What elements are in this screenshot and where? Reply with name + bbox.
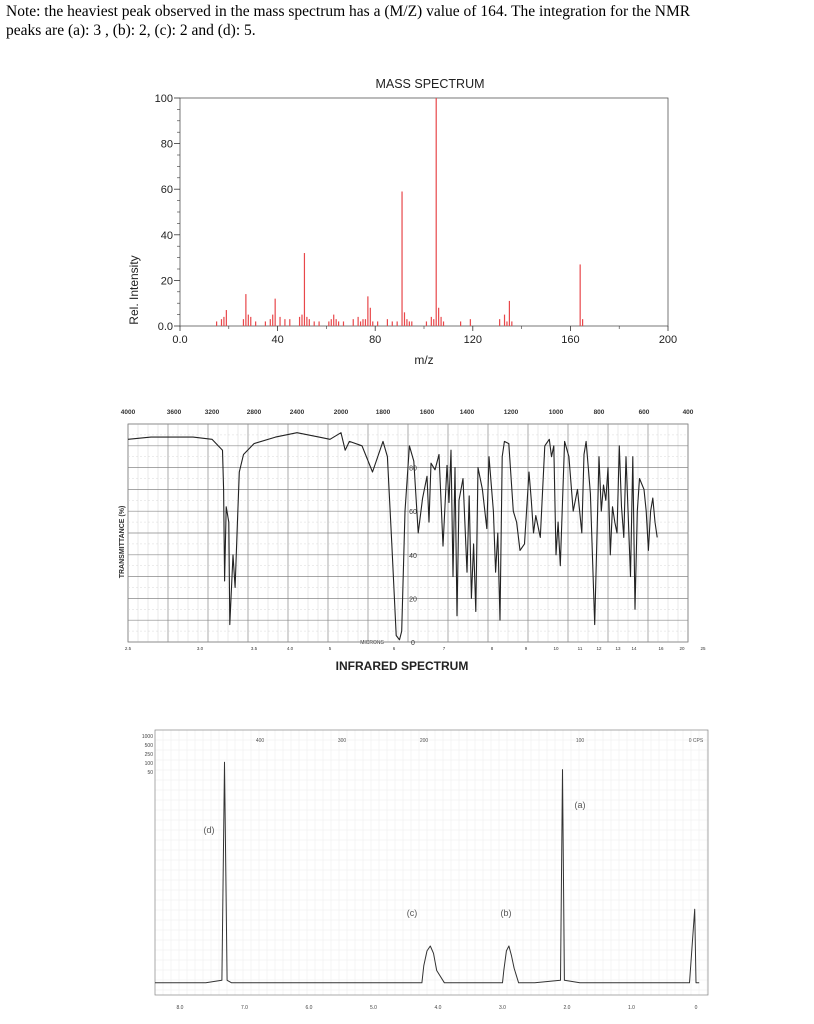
ir-top-tick-label: 800 — [594, 409, 605, 416]
nmr-bottom-tick-label: 0 — [695, 1005, 698, 1011]
nmr-ytick-label: 50 — [147, 770, 153, 776]
ir-top-tick-label: 1800 — [376, 409, 391, 416]
ir-top-tick-label: 3200 — [205, 409, 220, 416]
nmr-bottom-tick-label: 3.0 — [499, 1005, 506, 1011]
ms-xlabel: m/z — [414, 353, 433, 367]
nmr-top-tick-label: 200 — [420, 738, 429, 744]
ir-xlabel: MICRONS — [360, 640, 384, 646]
ir-scale-label: 0 — [411, 640, 415, 647]
ir-bottom-tick-label: 9 — [525, 646, 528, 651]
ir-top-tick-label: 1600 — [420, 409, 435, 416]
ir-top-tick-label: 1400 — [460, 409, 475, 416]
ir-scale-label: 60 — [409, 509, 417, 516]
ir-top-tick-label: 3600 — [167, 409, 182, 416]
ir-bottom-tick-label: 3.0 — [197, 646, 204, 651]
ms-xtick-label: 200 — [659, 334, 677, 346]
nmr-bottom-tick-label: 7.0 — [241, 1005, 248, 1011]
nmr-top-tick-label: 100 — [576, 738, 585, 744]
ir-top-tick-label: 4000 — [121, 409, 136, 416]
mass-spectrum-chart: MASS SPECTRUM Rel. Intensity m/z 0.0 20 40… — [127, 77, 677, 367]
nmr-bottom-tick-label: 4.0 — [435, 1005, 442, 1011]
ir-bottom-tick-label: 16 — [658, 646, 664, 651]
nmr-top-tick-label: 0 CPS — [689, 738, 704, 744]
ir-top-tick-label: 2000 — [334, 409, 349, 416]
ir-bottom-tick-label: 20 — [679, 646, 685, 651]
nmr-ytick-label: 1000 — [142, 734, 153, 740]
ir-top-tick-label: 2800 — [247, 409, 262, 416]
ir-top-tick-label: 2400 — [290, 409, 305, 416]
nmr-trace — [155, 761, 700, 984]
ir-trace — [127, 432, 658, 641]
ms-ytick-label: 80 — [161, 139, 173, 151]
infrared-spectrum-chart: TRANSMITTANCE (%) MICRONS INFRARED SPECT… — [119, 409, 706, 673]
nmr-ytick-label: 100 — [145, 761, 154, 767]
note-text: Note: the heaviest peak observed in the … — [6, 2, 806, 40]
nmr-peak-label: (b) — [501, 908, 512, 918]
ir-bottom-tick-label: 14 — [631, 646, 637, 651]
ms-xtick-label: 0.0 — [172, 334, 187, 346]
nmr-bottom-tick-label: 6.0 — [306, 1005, 313, 1011]
ir-top-tick-label: 400 — [683, 409, 694, 416]
ir-top-tick-label: 600 — [639, 409, 650, 416]
ir-bottom-tick-label: 6 — [393, 646, 396, 651]
ir-bottom-tick-label: 4.0 — [287, 646, 294, 651]
ir-scale-label: 40 — [409, 553, 417, 560]
ir-bottom-tick-label: 2.5 — [125, 646, 132, 651]
ir-bottom-tick-label: 8 — [491, 646, 494, 651]
ir-top-tick-label: 1000 — [549, 409, 564, 416]
ms-plot-frame — [179, 97, 669, 327]
ms-xtick-label: 80 — [369, 334, 381, 346]
ms-ytick-label: 100 — [155, 93, 173, 105]
ms-xtick-label: 40 — [271, 334, 283, 346]
ir-bottom-tick-label: 12 — [596, 646, 602, 651]
ir-bottom-tick-label: 11 — [578, 646, 583, 651]
ir-bottom-tick-label: 10 — [553, 646, 559, 651]
nmr-ytick-label: 250 — [145, 752, 154, 758]
nmr-bottom-tick-label: 8.0 — [177, 1005, 184, 1011]
nmr-spectrum-chart: 1000 500 250 100 50 400 300 200 100 0 CPS 8.0 7.0 6.… — [142, 729, 709, 1011]
ms-ytick-label: 60 — [161, 184, 173, 196]
nmr-bottom-tick-label: 5.0 — [370, 1005, 377, 1011]
ms-xtick-label: 160 — [561, 334, 579, 346]
nmr-bottom-tick-label: 2.0 — [564, 1005, 571, 1011]
ir-scale-label: 20 — [409, 596, 417, 603]
ms-title: MASS SPECTRUM — [375, 77, 484, 91]
nmr-top-tick-label: 300 — [338, 738, 347, 744]
ir-ylabel: TRANSMITTANCE (%) — [119, 506, 126, 579]
ms-xtick-label: 120 — [464, 334, 482, 346]
note-line-2: peaks are (a): 3 , (b): 2, (c): 2 and (d… — [6, 22, 256, 39]
ms-ylabel: Rel. Intensity — [127, 255, 141, 324]
ir-bottom-tick-label: 7 — [443, 646, 446, 651]
ms-ytick-label: 20 — [161, 275, 173, 287]
nmr-ytick-label: 500 — [145, 743, 154, 749]
ms-ytick-label: 40 — [161, 230, 173, 242]
nmr-peak-label: (a) — [575, 800, 586, 810]
nmr-peak-label: (c) — [407, 908, 418, 918]
nmr-top-tick-label: 400 — [256, 738, 265, 744]
ir-scale-label: 80 — [409, 466, 417, 473]
ir-bottom-tick-label: 3.5 — [251, 646, 258, 651]
nmr-peak-label: (d) — [204, 825, 215, 835]
ms-ytick-label: 0.0 — [158, 321, 173, 333]
ir-top-tick-label: 1200 — [504, 409, 519, 416]
nmr-bottom-tick-label: 1.0 — [628, 1005, 635, 1011]
ir-bottom-tick-label: 5 — [329, 646, 332, 651]
nmr-plot-frame — [154, 729, 709, 996]
ir-title: INFRARED SPECTRUM — [336, 659, 469, 673]
note-line-1: Note: the heaviest peak observed in the … — [6, 3, 691, 20]
ir-bottom-tick-label: 25 — [700, 646, 706, 651]
ir-bottom-tick-label: 13 — [615, 646, 621, 651]
